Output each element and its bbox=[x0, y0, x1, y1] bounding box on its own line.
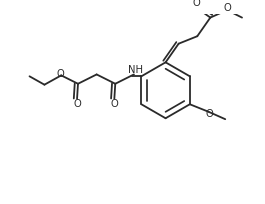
Text: NH: NH bbox=[128, 65, 143, 75]
Text: O: O bbox=[57, 69, 65, 79]
Text: O: O bbox=[224, 3, 231, 13]
Text: O: O bbox=[73, 99, 81, 109]
Text: O: O bbox=[111, 99, 118, 109]
Text: O: O bbox=[192, 0, 200, 8]
Text: O: O bbox=[205, 109, 213, 119]
